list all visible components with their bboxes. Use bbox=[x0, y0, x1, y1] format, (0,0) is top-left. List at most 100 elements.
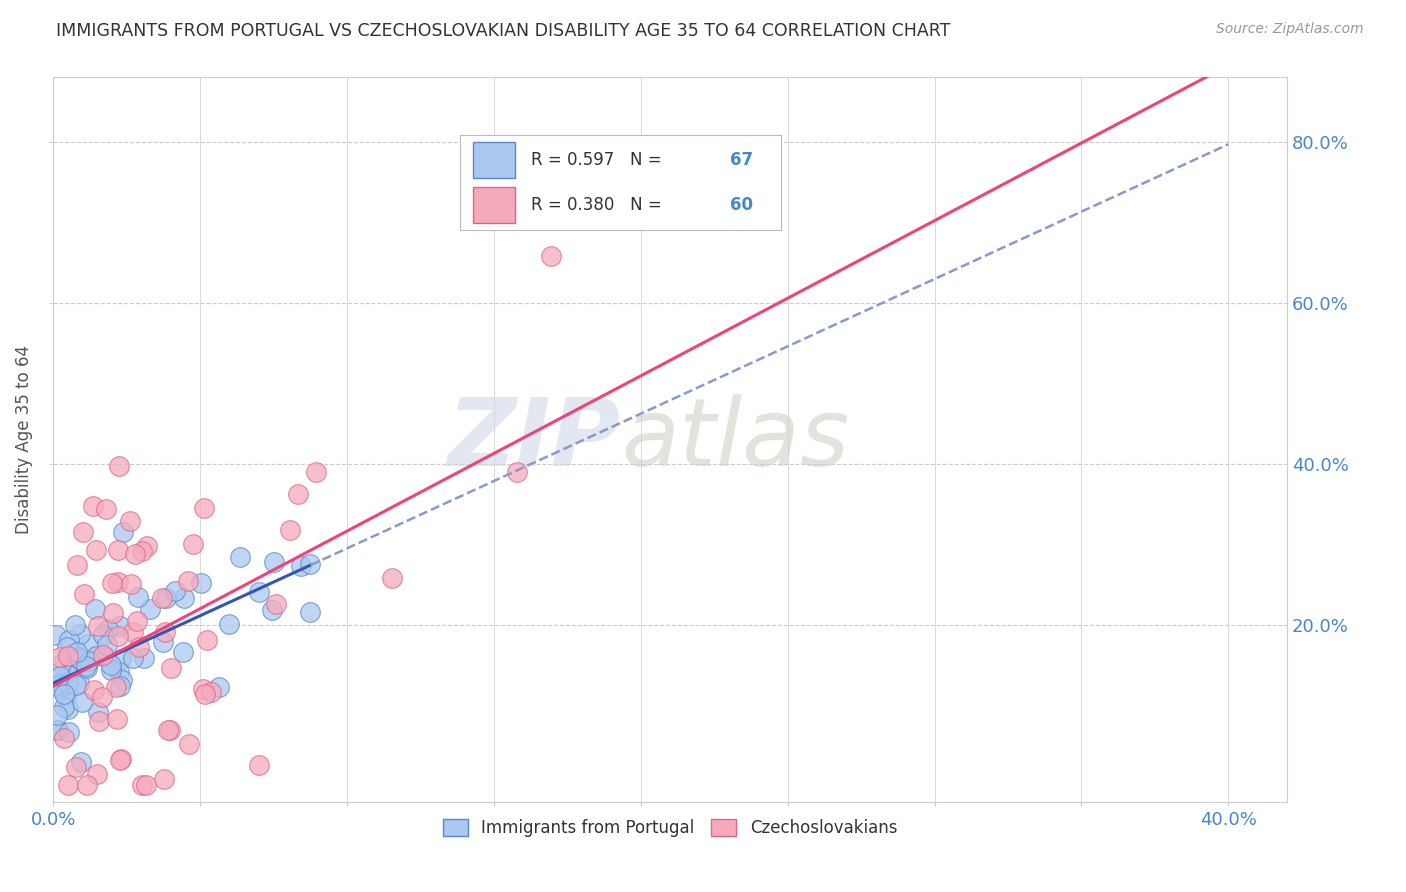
Point bbox=[97, 622, 120, 636]
Point bbox=[46, 723, 69, 738]
Point bbox=[108, 753, 131, 767]
Point bbox=[66, 645, 89, 659]
Point bbox=[67, 649, 90, 664]
Point bbox=[260, 603, 283, 617]
Point bbox=[107, 574, 129, 589]
Point bbox=[177, 737, 200, 751]
Point bbox=[105, 680, 128, 694]
Point bbox=[173, 591, 195, 606]
Point bbox=[72, 525, 94, 540]
Point bbox=[218, 616, 240, 631]
Point bbox=[53, 731, 76, 746]
Point bbox=[56, 668, 79, 682]
Point bbox=[200, 684, 222, 698]
Point bbox=[157, 723, 180, 738]
Point bbox=[45, 628, 67, 642]
Point bbox=[87, 619, 110, 633]
Text: ZIP: ZIP bbox=[449, 393, 621, 485]
Point bbox=[91, 648, 114, 662]
Point bbox=[96, 639, 118, 653]
Point bbox=[298, 557, 321, 571]
Point bbox=[58, 632, 80, 647]
Point bbox=[65, 760, 87, 774]
Point bbox=[84, 543, 107, 558]
Point bbox=[82, 499, 104, 513]
Point bbox=[45, 708, 67, 723]
Point bbox=[100, 576, 122, 591]
Point bbox=[94, 502, 117, 516]
Point bbox=[181, 537, 204, 551]
Point bbox=[58, 648, 80, 663]
Y-axis label: Disability Age 35 to 64: Disability Age 35 to 64 bbox=[15, 345, 32, 534]
Point bbox=[111, 673, 134, 687]
Point bbox=[87, 714, 110, 729]
Point bbox=[136, 539, 159, 553]
Text: atlas: atlas bbox=[621, 394, 849, 485]
Point bbox=[290, 558, 312, 573]
Point bbox=[247, 584, 270, 599]
Point bbox=[111, 524, 134, 539]
Point bbox=[69, 626, 91, 640]
Point bbox=[131, 779, 153, 793]
Point bbox=[190, 575, 212, 590]
Text: Source: ZipAtlas.com: Source: ZipAtlas.com bbox=[1216, 22, 1364, 37]
Point bbox=[76, 637, 98, 651]
Point bbox=[305, 465, 328, 479]
Point bbox=[108, 458, 131, 473]
Point bbox=[132, 651, 155, 665]
Point bbox=[194, 688, 217, 702]
Point bbox=[287, 486, 309, 500]
Point bbox=[55, 689, 77, 703]
Point bbox=[540, 248, 562, 262]
Point bbox=[91, 690, 114, 704]
Point bbox=[87, 705, 110, 719]
Point bbox=[122, 625, 145, 640]
Point bbox=[299, 605, 322, 619]
Point bbox=[86, 767, 108, 781]
Point bbox=[70, 696, 93, 710]
Point bbox=[193, 500, 215, 515]
Point bbox=[53, 699, 76, 714]
Point bbox=[128, 640, 150, 654]
Point bbox=[263, 555, 285, 569]
Point bbox=[124, 547, 146, 561]
Point bbox=[125, 614, 148, 628]
Point bbox=[49, 657, 72, 672]
Point bbox=[110, 751, 132, 765]
Point bbox=[207, 680, 229, 694]
Point bbox=[58, 724, 80, 739]
Point bbox=[150, 591, 173, 605]
Point bbox=[107, 542, 129, 557]
Point bbox=[93, 628, 115, 642]
Point bbox=[155, 591, 177, 605]
Point bbox=[195, 632, 218, 647]
Point bbox=[84, 648, 107, 663]
Point bbox=[69, 755, 91, 769]
Point bbox=[172, 645, 194, 659]
Point bbox=[153, 772, 176, 786]
Point bbox=[76, 779, 98, 793]
Point bbox=[56, 640, 79, 654]
Point bbox=[163, 583, 186, 598]
Point bbox=[152, 635, 174, 649]
Point bbox=[83, 682, 105, 697]
Point bbox=[96, 650, 118, 665]
Point bbox=[76, 660, 98, 674]
Point bbox=[69, 652, 91, 666]
Point bbox=[160, 661, 183, 675]
Point bbox=[63, 617, 86, 632]
Point bbox=[110, 651, 132, 665]
Point bbox=[105, 712, 128, 726]
Point bbox=[100, 658, 122, 673]
Point bbox=[79, 654, 101, 668]
Point bbox=[65, 678, 87, 692]
Point bbox=[107, 629, 129, 643]
Point bbox=[120, 515, 142, 529]
Point bbox=[229, 549, 252, 564]
Point bbox=[135, 779, 157, 793]
Point bbox=[45, 679, 67, 693]
Point bbox=[55, 673, 77, 688]
Point bbox=[101, 606, 124, 620]
Point bbox=[72, 587, 94, 601]
Point bbox=[120, 577, 142, 591]
